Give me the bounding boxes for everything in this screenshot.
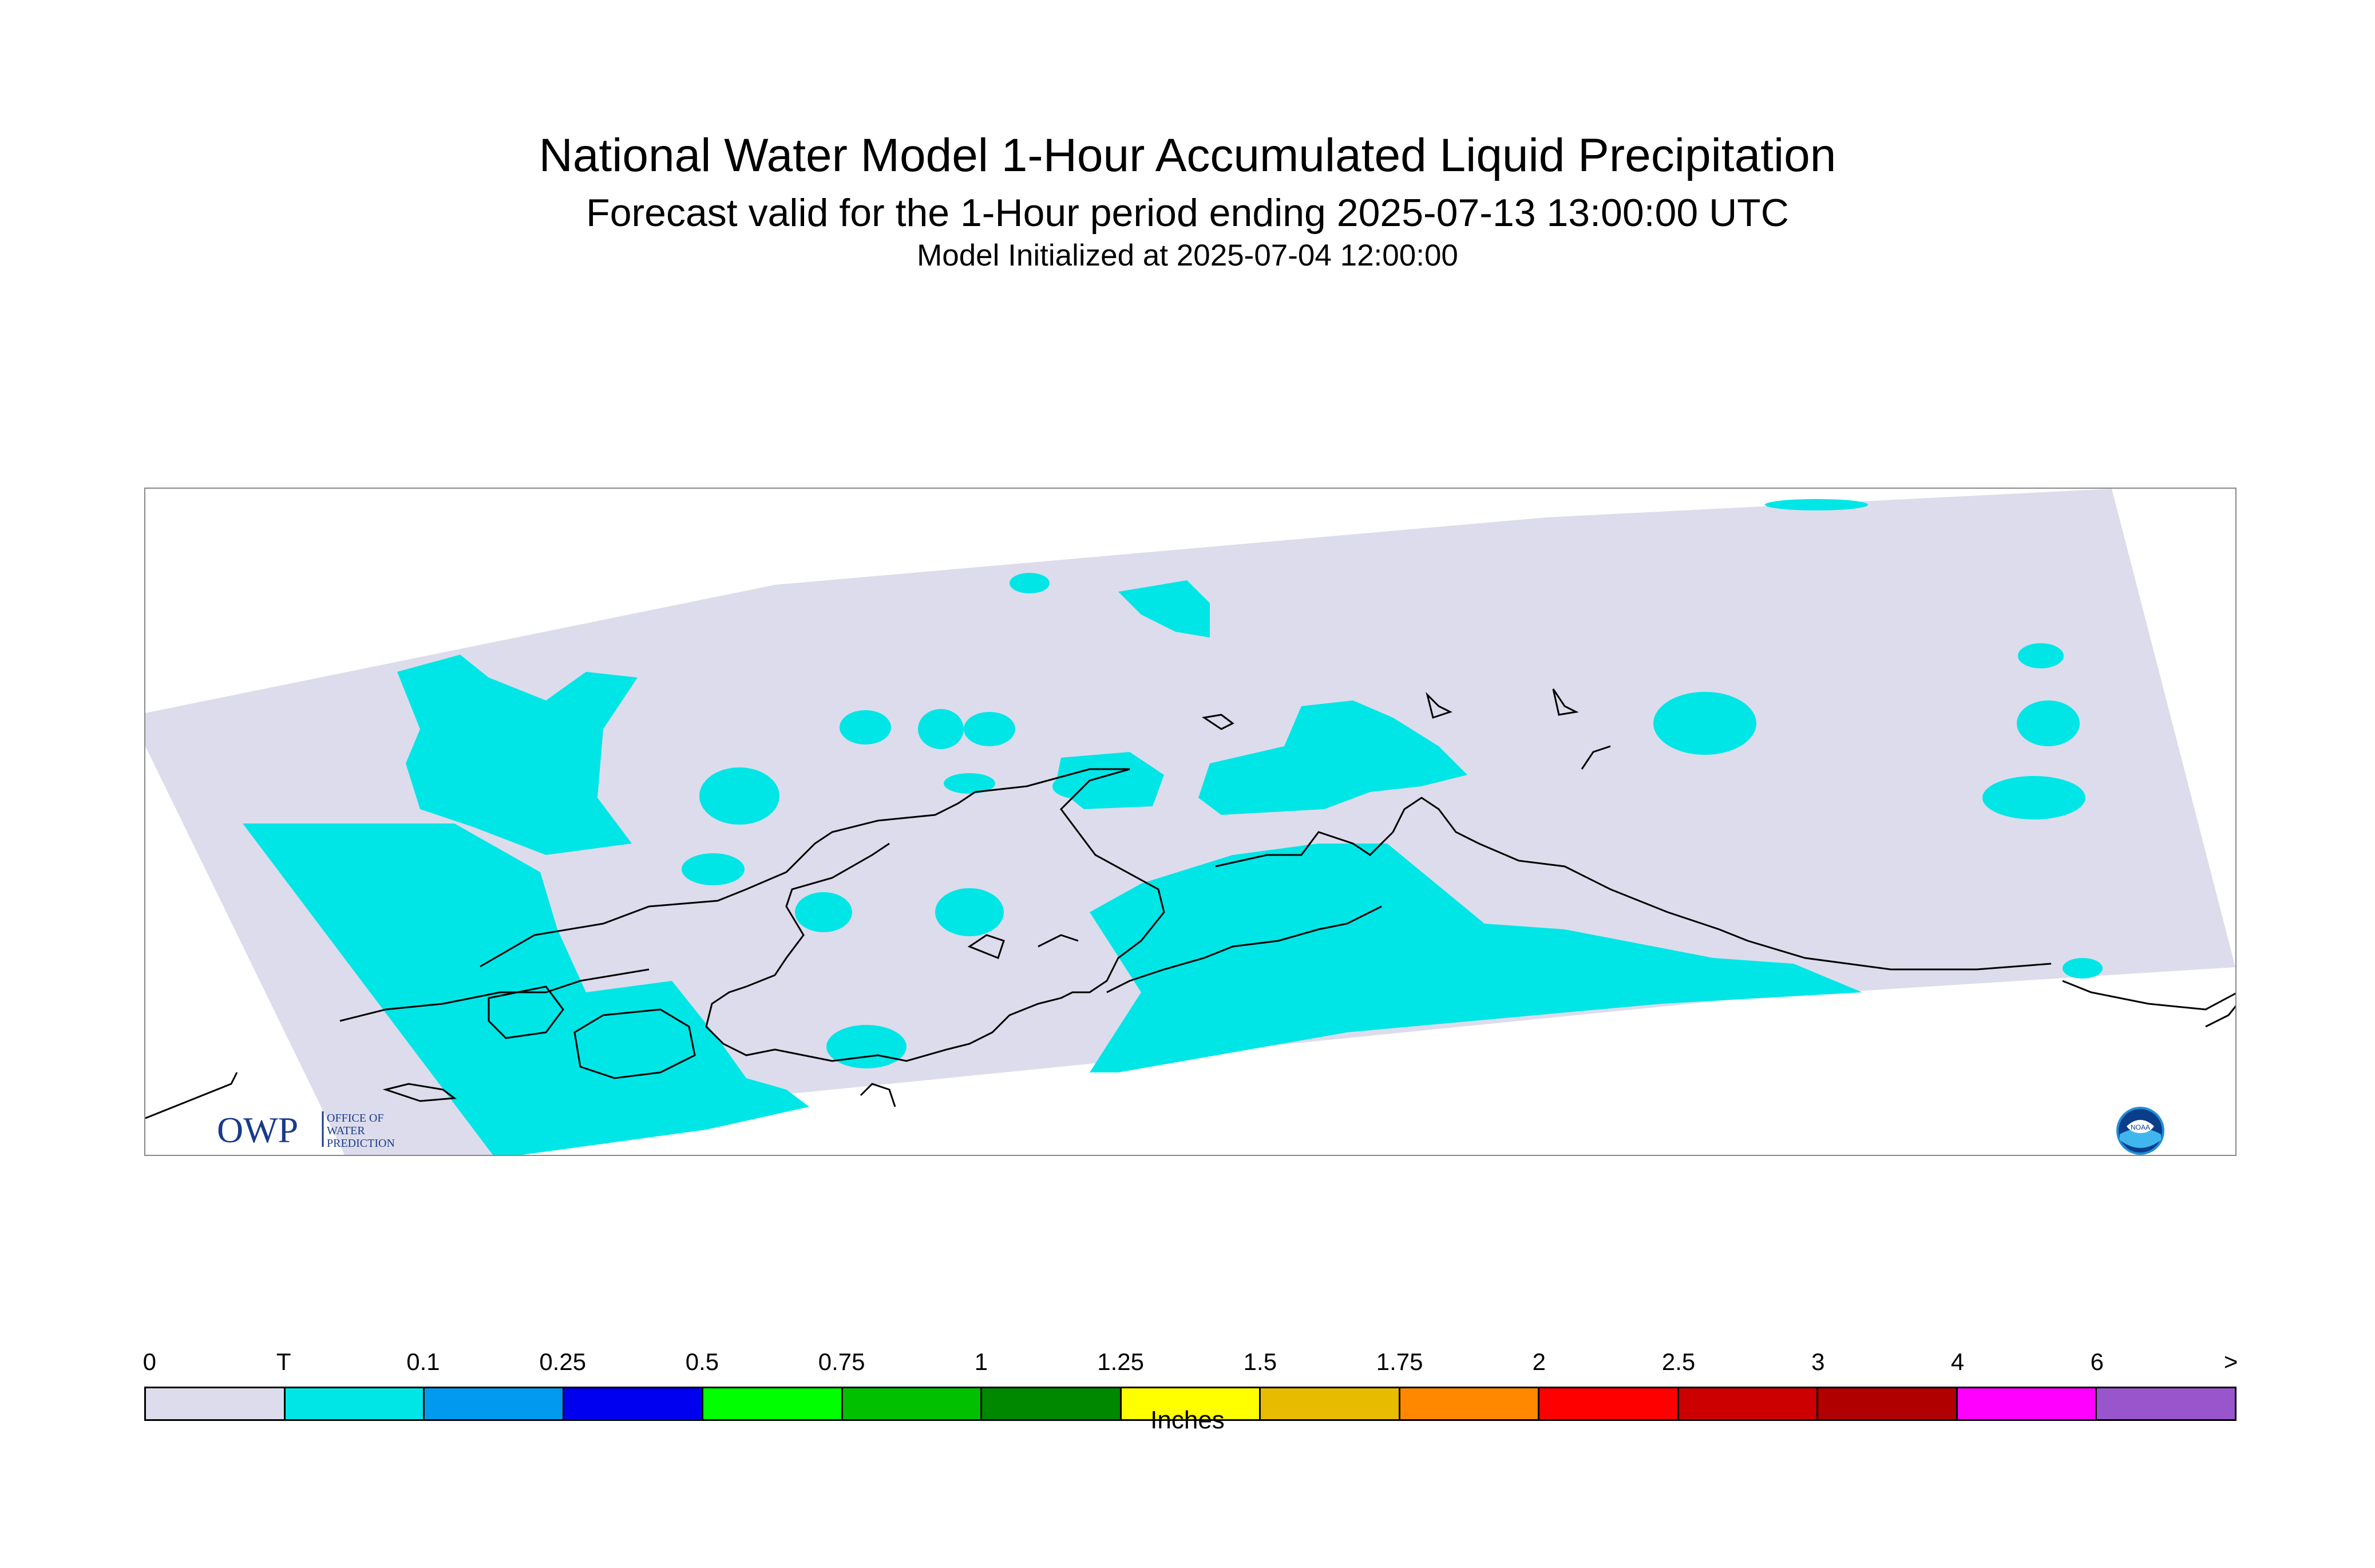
legend-swatch xyxy=(1121,1388,1261,1419)
legend-swatch xyxy=(1261,1388,1400,1419)
legend-colorbar xyxy=(144,1387,2237,1421)
precip-trace-area xyxy=(826,1025,907,1068)
precip-trace-area xyxy=(964,712,1015,746)
precip-trace-area xyxy=(1765,499,1868,510)
legend-tick-label: 4 xyxy=(1950,1348,1965,1375)
legend-swatch xyxy=(1679,1388,1819,1419)
coastlines xyxy=(145,688,2235,1119)
precip-trace-area xyxy=(1090,844,1862,1072)
noaa-logo: NOAA xyxy=(2115,1106,2166,1155)
precip-trace-area xyxy=(397,655,638,855)
legend-tick-label: T xyxy=(276,1348,291,1375)
legend-tick-label: 1.75 xyxy=(1376,1348,1423,1375)
precipitation-map: OWP OFFICE OF WATER PREDICTION NOAA xyxy=(144,488,2237,1156)
model-initialized-line: Model Initialized at 2025-07-04 12:00:00 xyxy=(917,239,1458,272)
color-legend: 0 T 0.1 0.25 0.5 0.75 1 1.25 1.5 1.75 2 2.5 3 4 6 > xyxy=(142,1348,2238,1451)
legend-tick-label: 3 xyxy=(1811,1348,1825,1375)
precip-trace-area xyxy=(944,773,995,794)
legend-swatch xyxy=(1400,1388,1540,1419)
noaa-emblem-text: NOAA xyxy=(2131,1123,2150,1131)
legend-tick-label: 0.1 xyxy=(406,1348,440,1375)
precip-trace-area xyxy=(1198,700,1467,815)
legend-swatch xyxy=(703,1388,843,1419)
legend-swatch xyxy=(1539,1388,1679,1419)
precip-trace-area xyxy=(2063,958,2103,979)
noaa-emblem: NOAA xyxy=(2116,1107,2164,1155)
precip-trace-area xyxy=(935,888,1004,936)
legend-swatch xyxy=(842,1388,983,1419)
legend-tick-label: 2.5 xyxy=(1661,1348,1696,1375)
legend-tick-label: 0.5 xyxy=(685,1348,719,1375)
owp-logo-text-line: WATER xyxy=(327,1124,365,1137)
owp-logo-text-line: OFFICE OF xyxy=(327,1112,383,1124)
legend-tick-label: 0 xyxy=(142,1348,157,1375)
map-canvas xyxy=(145,489,2235,1155)
legend-unit-label: Inches xyxy=(1150,1406,1225,1434)
legend-tick-label: 1 xyxy=(974,1348,988,1375)
legend-tick-label: 0.25 xyxy=(539,1348,587,1375)
legend-swatch xyxy=(982,1388,1122,1419)
owp-logo-letters: OWP xyxy=(217,1110,298,1150)
legend-tick-label: > xyxy=(2223,1348,2238,1375)
legend-swatch xyxy=(1957,1388,2097,1419)
legend-tick-label: 6 xyxy=(2090,1348,2104,1375)
precip-trace-area xyxy=(840,710,891,745)
map-title: National Water Model 1-Hour Accumulated … xyxy=(539,129,1836,181)
forecast-valid-subtitle: Forecast valid for the 1-Hour period end… xyxy=(586,191,1789,235)
owp-logo: OWP OFFICE OF WATER PREDICTION xyxy=(217,1107,434,1153)
legend-tick-label: 0.75 xyxy=(818,1348,865,1375)
legend-labels: 0 T 0.1 0.25 0.5 0.75 1 1.25 1.5 1.75 2 2.5 3 4 6 > xyxy=(142,1348,2238,1382)
legend-swatch xyxy=(425,1388,564,1419)
legend-tick-label: 1.5 xyxy=(1243,1348,1277,1375)
legend-tick-label: 2 xyxy=(1532,1348,1546,1375)
precip-trace-area xyxy=(918,709,964,749)
precip-trace-area xyxy=(1653,692,1756,755)
precip-trace-area xyxy=(1118,580,1210,638)
precip-trace-area xyxy=(243,823,809,1155)
legend-swatch xyxy=(146,1388,286,1419)
precip-trace-area xyxy=(1982,776,2085,819)
legend-swatch xyxy=(285,1388,425,1419)
legend-swatch xyxy=(1818,1388,1958,1419)
legend-swatch xyxy=(2097,1388,2235,1419)
precip-trace-area xyxy=(1010,573,1050,593)
owp-logo-text-line: PREDICTION xyxy=(327,1137,395,1150)
precip-trace-area xyxy=(699,767,779,825)
legend-swatch xyxy=(564,1388,704,1419)
precip-trace-area xyxy=(795,892,852,932)
legend-tick-label: 1.25 xyxy=(1097,1348,1144,1375)
precip-trace-area xyxy=(682,853,745,885)
precip-trace-area xyxy=(2018,643,2064,668)
precip-trace-area xyxy=(2017,700,2080,746)
owp-logo-mark: OWP OFFICE OF WATER PREDICTION xyxy=(217,1110,395,1150)
